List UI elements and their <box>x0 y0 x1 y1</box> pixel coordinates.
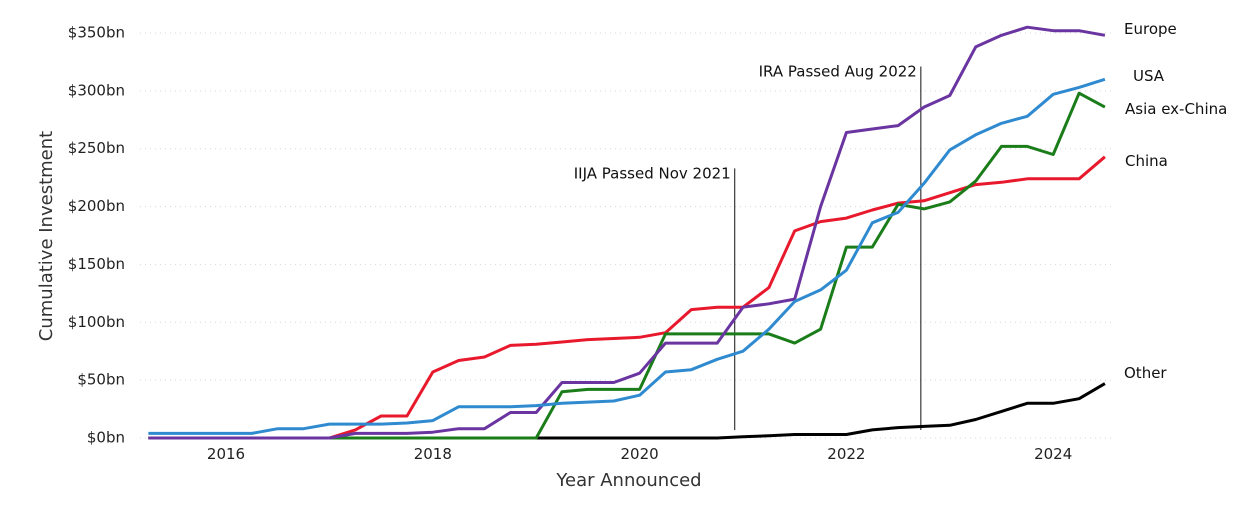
x-tick-label: 2018 <box>414 445 452 463</box>
x-tick-label: 2022 <box>827 445 865 463</box>
series-line-usa <box>148 77 1106 435</box>
annotation-label: IIJA Passed Nov 2021 <box>574 164 731 182</box>
series-labels: Europe USA Asia ex-China China Other <box>1124 20 1227 382</box>
y-tick-label: $100bn <box>68 313 125 331</box>
series-lines <box>148 25 1106 440</box>
y-tick-label: $50bn <box>77 371 125 389</box>
x-axis-ticks: 2016 2018 2020 2022 2024 <box>207 445 1072 463</box>
x-tick-label: 2016 <box>207 445 245 463</box>
y-tick-label: $150bn <box>68 255 125 273</box>
series-label: Other <box>1124 364 1167 382</box>
series-line-europe <box>148 25 1106 440</box>
x-tick-label: 2024 <box>1034 445 1072 463</box>
series-label: China <box>1125 152 1168 170</box>
y-tick-label: $300bn <box>68 81 125 99</box>
y-tick-label: $250bn <box>68 139 125 157</box>
y-tick-label: $350bn <box>68 24 125 42</box>
y-tick-label: $200bn <box>68 197 125 215</box>
annotation-label: IRA Passed Aug 2022 <box>759 63 917 81</box>
x-axis-title: Year Announced <box>555 470 701 491</box>
annotations: IIJA Passed Nov 2021 IRA Passed Aug 2022 <box>574 63 922 430</box>
series-label: Europe <box>1124 20 1177 38</box>
series-line-asia-ex-china <box>148 91 1106 440</box>
series-label: USA <box>1133 67 1165 85</box>
series-label: Asia ex-China <box>1125 100 1227 118</box>
series-line-china <box>148 155 1106 440</box>
y-axis-title: Cumulative Investment <box>36 131 57 341</box>
y-tick-label: $0bn <box>87 429 125 447</box>
y-axis-ticks: $0bn $50bn $100bn $150bn $200bn $250bn $300bn $… <box>68 24 125 447</box>
x-tick-label: 2020 <box>621 445 659 463</box>
